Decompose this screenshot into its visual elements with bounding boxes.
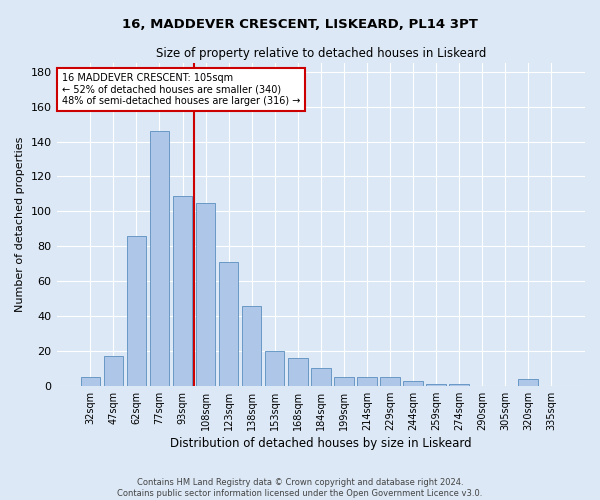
Bar <box>518 379 538 386</box>
Bar <box>196 202 215 386</box>
Bar <box>380 377 400 386</box>
Y-axis label: Number of detached properties: Number of detached properties <box>15 136 25 312</box>
Text: Contains HM Land Registry data © Crown copyright and database right 2024.
Contai: Contains HM Land Registry data © Crown c… <box>118 478 482 498</box>
Bar <box>311 368 331 386</box>
Bar <box>449 384 469 386</box>
Bar <box>357 377 377 386</box>
Bar <box>403 380 423 386</box>
Bar <box>127 236 146 386</box>
Bar <box>104 356 123 386</box>
Title: Size of property relative to detached houses in Liskeard: Size of property relative to detached ho… <box>155 48 486 60</box>
Bar <box>242 306 262 386</box>
Bar <box>219 262 238 386</box>
Bar <box>265 351 284 386</box>
Bar <box>288 358 308 386</box>
Bar <box>173 196 193 386</box>
Bar <box>149 131 169 386</box>
Text: 16, MADDEVER CRESCENT, LISKEARD, PL14 3PT: 16, MADDEVER CRESCENT, LISKEARD, PL14 3P… <box>122 18 478 30</box>
Bar <box>426 384 446 386</box>
Bar <box>80 377 100 386</box>
Bar <box>334 377 353 386</box>
Text: 16 MADDEVER CRESCENT: 105sqm
← 52% of detached houses are smaller (340)
48% of s: 16 MADDEVER CRESCENT: 105sqm ← 52% of de… <box>62 72 300 106</box>
X-axis label: Distribution of detached houses by size in Liskeard: Distribution of detached houses by size … <box>170 437 472 450</box>
